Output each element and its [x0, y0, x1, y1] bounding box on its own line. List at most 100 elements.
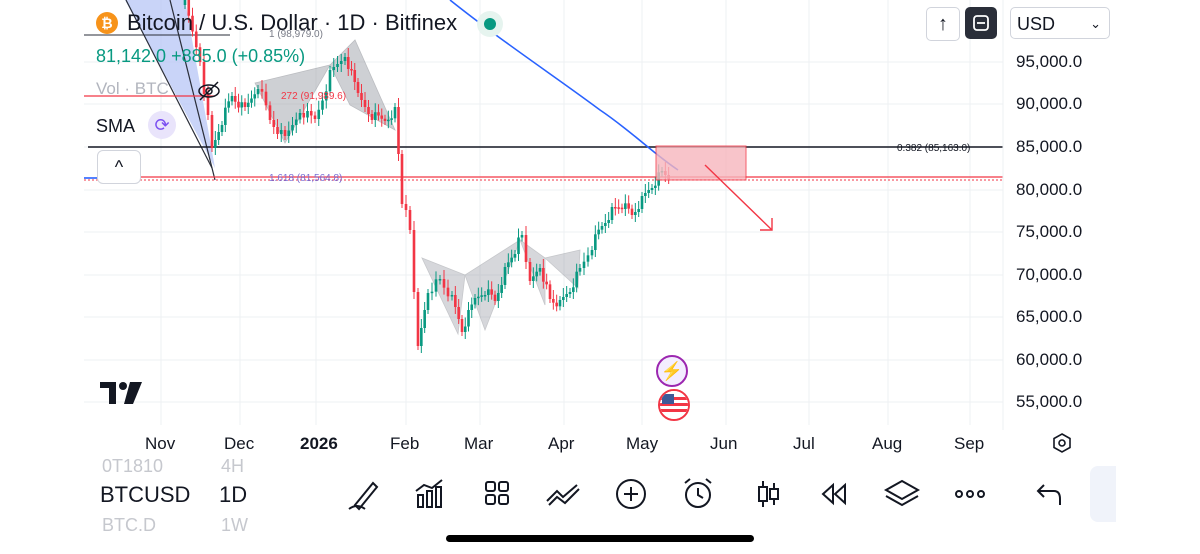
collapse-legend-button[interactable]: ^: [97, 150, 141, 184]
layout-grid-icon[interactable]: [477, 477, 517, 511]
candle-body: [390, 118, 393, 120]
target-zone-box: [655, 145, 747, 181]
candle-body: [575, 271, 578, 288]
symbol-picker[interactable]: BTCUSD: [100, 482, 191, 507]
candle-body: [328, 70, 332, 92]
candle-body: [198, 47, 202, 62]
ai-spark-badge-icon[interactable]: ⚡: [656, 355, 688, 387]
candle-body: [627, 203, 630, 209]
candle-body: [610, 207, 614, 220]
candle-body: [367, 107, 370, 114]
candles-style-icon[interactable]: [748, 477, 788, 511]
eye-hidden-icon[interactable]: [196, 80, 222, 102]
price-tick-label: 75,000.0: [1016, 222, 1083, 241]
scroll-up-button[interactable]: ↑: [926, 7, 960, 41]
candle-body: [513, 254, 517, 258]
interval-picker[interactable]: 1D: [219, 482, 248, 507]
candle-body: [528, 262, 532, 281]
candle-body: [644, 193, 647, 196]
candle-body: [217, 132, 220, 140]
candle-body: [640, 196, 644, 209]
candle-body: [497, 293, 500, 301]
candle-body: [250, 98, 253, 103]
drawing-pen-icon[interactable]: [343, 477, 383, 511]
candle-body: [420, 328, 423, 346]
layers-icon[interactable]: [882, 477, 922, 511]
candle-body: [524, 235, 528, 262]
candle-body: [477, 296, 480, 299]
sma-refresh-icon[interactable]: ⟳: [148, 111, 176, 139]
undo-icon[interactable]: [1030, 477, 1070, 511]
candle-body: [404, 204, 408, 210]
candle-body: [572, 287, 575, 292]
fib-label-mid: 272 (91,989.6): [281, 91, 346, 102]
indicators-chart-icon[interactable]: [410, 477, 450, 511]
chart-settings-button[interactable]: [1050, 432, 1074, 456]
more-dots-icon[interactable]: [950, 477, 990, 511]
candle-body: [555, 302, 558, 307]
candle-body: [480, 295, 483, 297]
home-indicator[interactable]: [446, 535, 754, 542]
candlestick-series: [183, 0, 670, 353]
candle-body: [412, 230, 416, 292]
candle-body: [473, 298, 477, 305]
candle-body: [240, 102, 244, 108]
time-tick-label: Nov: [145, 434, 176, 453]
candle-body: [614, 207, 617, 209]
symbol-title[interactable]: Bitcoin / U.S. Dollar · 1D · Bitfinex: [127, 10, 458, 35]
market-status-icon[interactable]: [477, 11, 503, 37]
currency-value: USD: [1017, 14, 1056, 34]
candle-body: [298, 113, 302, 120]
price-tick-label: 90,000.0: [1016, 94, 1083, 113]
candle-body: [224, 107, 227, 125]
candle-body: [313, 115, 317, 119]
candle-body: [260, 89, 264, 92]
candle-body: [264, 91, 268, 106]
candle-body: [321, 100, 324, 110]
bitcoin-logo-icon: ₿: [96, 12, 118, 34]
candle-body: [460, 319, 464, 332]
candle-body: [607, 220, 610, 223]
candle-body: [450, 295, 454, 297]
candle-body: [187, 0, 191, 16]
candle-body: [446, 287, 450, 297]
us-flag-badge-icon[interactable]: [658, 389, 690, 421]
candle-body: [377, 112, 380, 116]
price-tick-label: 80,000.0: [1016, 180, 1083, 199]
sma-indicator-label[interactable]: SMA: [96, 116, 136, 136]
time-tick-label: Dec: [224, 434, 255, 453]
candle-body: [467, 310, 470, 327]
currency-select[interactable]: USD ⌄: [1010, 7, 1110, 39]
fullscreen-button[interactable]: [965, 7, 997, 39]
candle-body: [532, 276, 535, 281]
ghost-symbol-below: BTC.D: [102, 515, 156, 535]
candle-body: [408, 210, 412, 230]
candle-body: [268, 105, 272, 120]
candle-body: [400, 154, 404, 204]
candle-body: [309, 111, 313, 116]
candle-body: [230, 96, 234, 102]
volume-indicator-label[interactable]: Vol · BTC: [96, 79, 169, 98]
price-tick-label: 55,000.0: [1016, 392, 1083, 411]
candle-body: [370, 114, 374, 120]
candle-body: [397, 107, 400, 154]
price-tick-label: 60,000.0: [1016, 350, 1083, 369]
candle-body: [383, 118, 387, 121]
candle-body: [507, 262, 510, 267]
candle-body: [346, 57, 350, 69]
candle-body: [594, 234, 597, 250]
fib-label-top: 1 (98,979.0): [269, 29, 323, 40]
alarm-clock-icon[interactable]: [678, 477, 718, 511]
side-panel-tab[interactable]: [1090, 466, 1116, 522]
add-plus-icon[interactable]: [611, 477, 651, 511]
candle-body: [246, 102, 250, 107]
candle-body: [457, 307, 460, 319]
candle-body: [454, 295, 457, 307]
candle-body: [380, 115, 384, 119]
candle-body: [243, 102, 247, 107]
compare-trend-icon[interactable]: [543, 477, 583, 511]
replay-rewind-icon[interactable]: [815, 477, 855, 511]
candle-body: [194, 31, 198, 48]
candle-body: [517, 237, 520, 254]
